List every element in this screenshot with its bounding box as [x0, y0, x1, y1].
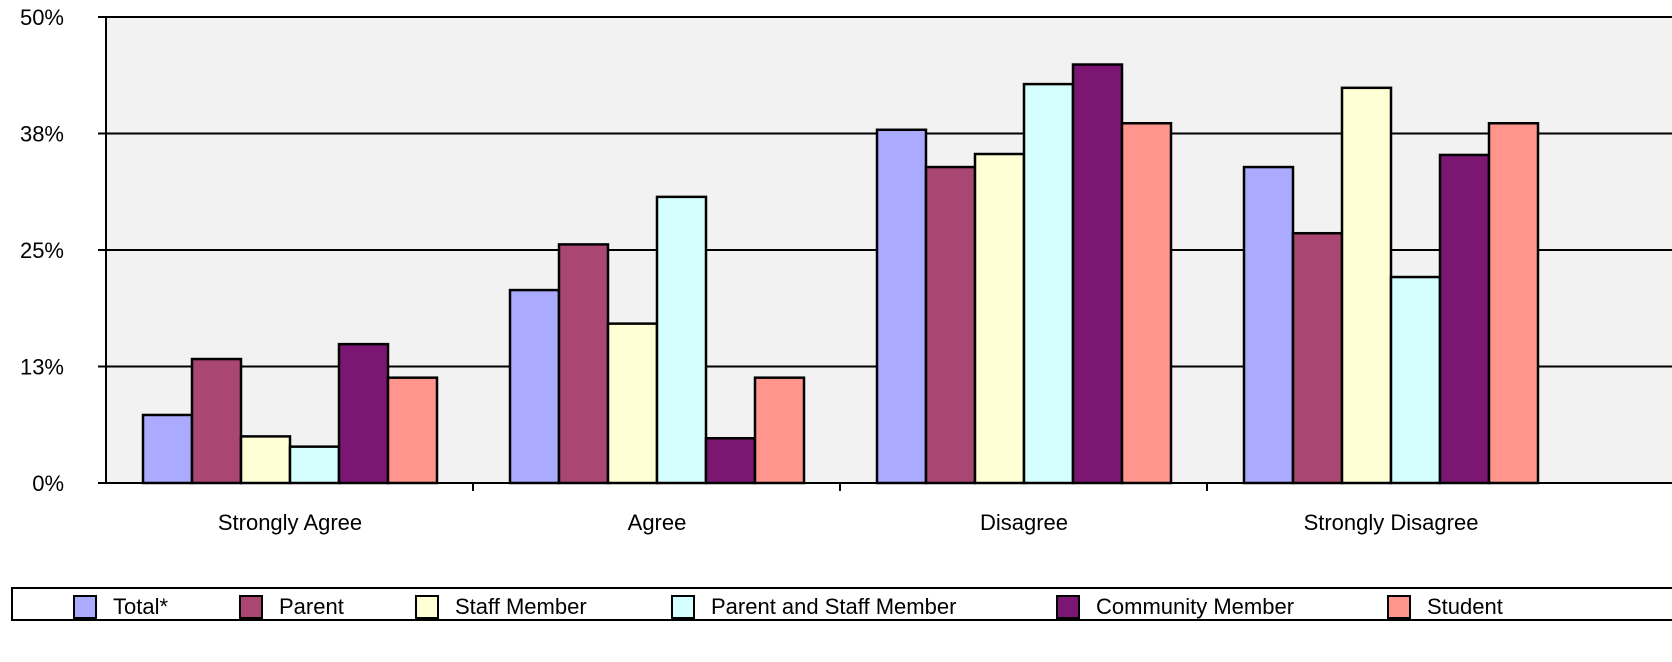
- x-category-labels: Strongly Agree Agree Disagree Strongly Disa…: [218, 510, 1479, 535]
- bar: [1242, 165, 1295, 485]
- axes: [98, 16, 1672, 491]
- y-tick-label: 38%: [20, 122, 64, 147]
- legend-swatch: [1387, 595, 1411, 619]
- legend-swatch: [73, 595, 97, 619]
- x-category-label: Strongly Disagree: [1304, 510, 1479, 535]
- bar: [1340, 86, 1393, 485]
- y-tick-label: 13%: [20, 355, 64, 380]
- bar: [190, 357, 243, 485]
- legend-swatch: [239, 595, 263, 619]
- legend-swatch: [415, 595, 439, 619]
- legend-label: Community Member: [1096, 594, 1294, 619]
- legend-label: Staff Member: [455, 594, 587, 619]
- legend-label: Total*: [113, 594, 168, 619]
- bar: [973, 152, 1026, 485]
- bar: [386, 376, 439, 485]
- bar: [288, 445, 341, 485]
- y-tick-label: 25%: [20, 238, 64, 263]
- bar: [1291, 231, 1344, 485]
- bar: [1071, 63, 1124, 485]
- bar: [1022, 82, 1075, 485]
- bar: [1389, 275, 1442, 485]
- legend-label: Parent and Staff Member: [711, 594, 956, 619]
- bar: [1438, 153, 1491, 485]
- bar: [655, 195, 708, 485]
- bar: [239, 435, 292, 485]
- bar: [924, 165, 977, 485]
- y-tick-label: 0%: [32, 471, 64, 496]
- bars: [141, 63, 1540, 485]
- y-tick-label: 50%: [20, 5, 64, 30]
- bar: [1120, 121, 1173, 485]
- x-category-label: Disagree: [980, 510, 1068, 535]
- bar: [606, 322, 659, 485]
- x-category-label: Agree: [628, 510, 687, 535]
- legend-label: Student: [1427, 594, 1503, 619]
- bar: [1487, 121, 1540, 485]
- bar: [557, 243, 610, 485]
- bar: [875, 128, 928, 485]
- legend-swatch: [671, 595, 695, 619]
- legend-swatch: [1056, 595, 1080, 619]
- bar: [337, 342, 390, 485]
- legend: Total* Parent Staff Member Parent and Staff…: [11, 587, 1672, 621]
- bar: [508, 288, 561, 485]
- x-category-label: Strongly Agree: [218, 510, 362, 535]
- y-tick-labels: 0% 13% 25% 38% 50%: [20, 5, 64, 496]
- bar: [141, 413, 194, 485]
- bar: [704, 437, 757, 485]
- bar: [753, 376, 806, 485]
- legend-label: Parent: [279, 594, 344, 619]
